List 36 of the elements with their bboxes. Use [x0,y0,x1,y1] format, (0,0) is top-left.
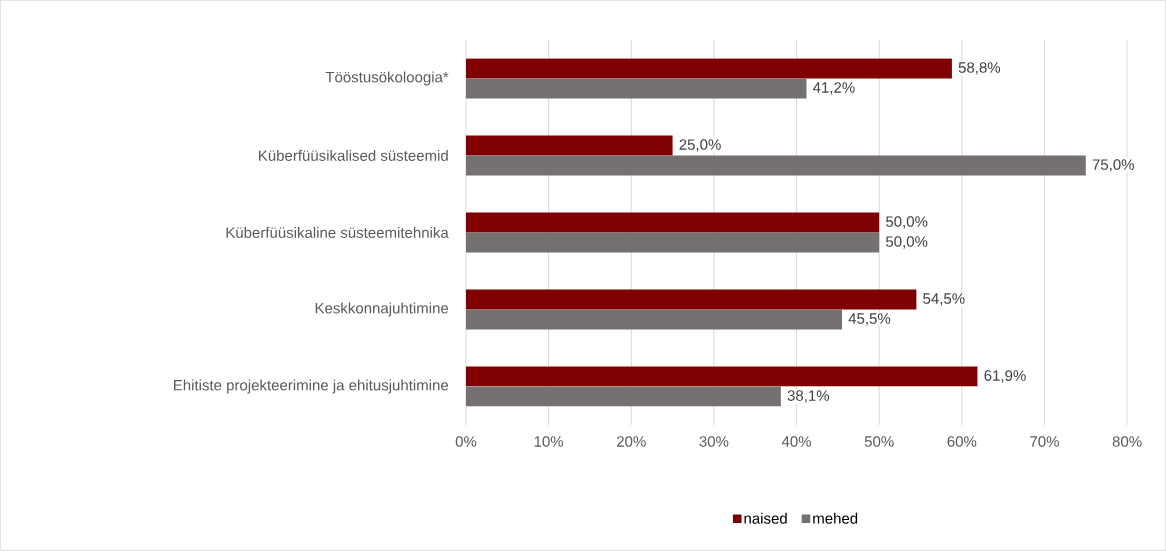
legend-label: naised [744,512,787,524]
x-tick-label: 0% [455,436,477,447]
data-label: 50,0% [885,216,928,229]
bar [465,78,807,99]
y-tick-label: Ehitiste projekteerimine ja ehitusjuhtimine [173,379,449,394]
bar [465,366,978,387]
x-tick-label: 80% [1112,436,1142,447]
bar [465,58,952,79]
data-label: 41,2% [813,82,855,95]
data-label: 25,0% [679,139,721,152]
x-tick-label: 10% [534,436,564,447]
data-label: 38,1% [787,390,830,403]
data-label: 54,5% [923,293,965,306]
x-tick-label: 30% [699,436,729,447]
bar [465,135,673,156]
x-tick-label: 70% [1030,436,1059,447]
bar [465,212,880,233]
data-label: 45,5% [848,313,891,326]
data-label: 58,8% [958,62,1001,75]
data-label: 50,0% [885,236,928,249]
x-tick-label: 20% [617,436,646,447]
data-label: 75,0% [1092,159,1134,172]
bar [465,386,781,407]
y-tick-label: Keskkonnajuhtimine [315,302,449,317]
x-tick-label: 60% [947,436,977,447]
bar [465,309,842,330]
legend-label: mehed [813,512,858,524]
data-label: 61,9% [984,370,1026,383]
y-tick-label: Küberfüüsikalised süsteemid [259,149,448,161]
y-tick-label: Küberfüüsikaline süsteemitehnika [226,226,449,238]
bar [465,232,880,253]
bar [465,155,1086,176]
y-tick-label: Tööstusökoloogia* [325,71,449,86]
x-tick-label: 40% [781,436,812,447]
x-tick-label: 50% [864,436,894,447]
bar [465,289,917,310]
